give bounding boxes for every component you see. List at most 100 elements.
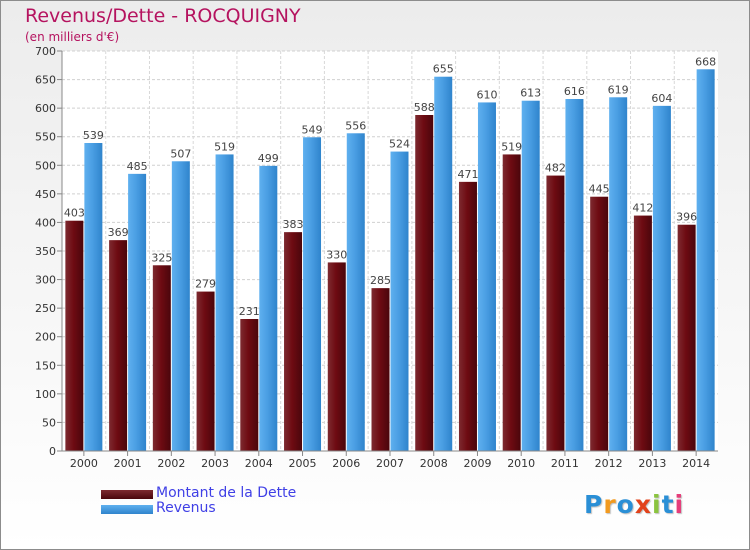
y-tick-label: 400	[35, 216, 56, 229]
value-label: 396	[676, 211, 697, 224]
legend-swatch-revenus	[101, 505, 153, 514]
y-tick-label: 500	[35, 159, 56, 172]
value-label: 507	[170, 147, 191, 160]
bar-dette	[240, 319, 259, 451]
bar-dette	[152, 265, 171, 451]
bar-dette	[196, 291, 215, 451]
legend-label-dette: Montant de la Dette	[156, 485, 297, 501]
x-tick-label: 2012	[595, 457, 623, 470]
bar-revenus	[696, 69, 715, 452]
bar-revenus	[346, 133, 365, 452]
value-label: 285	[370, 274, 391, 287]
bar-dette	[109, 240, 128, 451]
y-tick-label: 200	[35, 331, 56, 344]
bar-dette	[458, 181, 477, 451]
bar-dette	[327, 262, 346, 451]
x-tick-label: 2001	[114, 457, 142, 470]
value-label: 613	[520, 87, 541, 100]
value-label: 499	[258, 152, 279, 165]
x-tick-label: 2003	[201, 457, 229, 470]
logo-letter: P	[584, 490, 604, 519]
bar-revenus	[477, 102, 496, 451]
value-label: 231	[239, 305, 260, 318]
data-labels: 403 539 369 485 325 507 279 519 231 499 383 549 330 5…	[64, 55, 716, 318]
value-label: 279	[195, 278, 216, 291]
y-tick-label: 300	[35, 274, 56, 287]
y-tick-label: 450	[35, 188, 56, 201]
bar-dette	[65, 220, 84, 451]
x-tick-label: 2004	[245, 457, 273, 470]
bar-revenus	[303, 137, 322, 452]
value-label: 519	[501, 140, 522, 153]
bar-revenus	[215, 154, 234, 451]
value-label: 524	[389, 138, 410, 151]
value-label: 619	[608, 83, 629, 96]
logo-letter: i	[652, 490, 662, 519]
y-tick-label: 100	[35, 388, 56, 401]
bar-revenus	[609, 97, 628, 452]
value-label: 369	[108, 226, 129, 239]
value-label: 445	[589, 183, 610, 196]
value-label: 610	[476, 88, 497, 101]
x-tick-label: 2002	[157, 457, 185, 470]
value-label: 325	[151, 251, 172, 264]
bar-revenus	[521, 100, 540, 451]
bar-dette	[633, 215, 652, 451]
bar-dette	[502, 154, 521, 451]
value-label: 383	[283, 218, 304, 231]
y-tick-label: 600	[35, 102, 56, 115]
value-label: 604	[651, 92, 672, 105]
bar-dette	[415, 115, 434, 451]
bar-revenus	[259, 165, 278, 451]
bar-revenus	[84, 143, 103, 451]
value-label: 668	[695, 55, 716, 68]
x-tick-label: 2008	[420, 457, 448, 470]
y-tick-label: 550	[35, 131, 56, 144]
x-tick-label: 2010	[507, 457, 535, 470]
bar-revenus	[171, 161, 190, 452]
value-label: 549	[302, 123, 323, 136]
logo-letter: t	[661, 490, 675, 519]
value-label: 616	[564, 85, 585, 98]
logo-letter: o	[616, 490, 635, 519]
x-tick-label: 2009	[463, 457, 491, 470]
x-tick-label: 2014	[682, 457, 710, 470]
y-tick-label: 50	[42, 416, 56, 429]
y-tick-label: 350	[35, 245, 56, 258]
chart-subtitle: (en milliers d'€)	[25, 30, 120, 44]
value-label: 519	[214, 140, 235, 153]
x-tick-label: 2005	[289, 457, 317, 470]
y-tick-label: 700	[35, 45, 56, 58]
value-label: 482	[545, 162, 566, 175]
legend-label-revenus: Revenus	[156, 500, 216, 516]
x-tick-label: 2006	[332, 457, 360, 470]
logo-letter: r	[603, 490, 617, 519]
bar-dette	[590, 196, 609, 451]
bar-dette	[546, 175, 565, 452]
axes: 0 50 100 150 200 250 300 350 400 450 500 550 600 650 7…	[35, 45, 718, 470]
y-tick-label: 650	[35, 74, 56, 87]
value-label: 412	[632, 202, 653, 215]
bar-dette	[371, 288, 390, 451]
bar-revenus	[565, 99, 584, 451]
value-label: 330	[326, 248, 347, 261]
bar-revenus	[652, 105, 671, 451]
value-label: 655	[433, 63, 454, 76]
bar-revenus	[128, 173, 147, 451]
chart-title: Revenus/Dette - ROCQUIGNY	[25, 5, 301, 27]
bar-dette	[284, 232, 303, 451]
value-label: 588	[414, 101, 435, 114]
bars	[65, 69, 715, 452]
value-label: 539	[83, 129, 104, 142]
bar-revenus	[390, 151, 409, 452]
bar-revenus	[434, 76, 453, 451]
gridlines	[62, 50, 718, 452]
x-tick-label: 2007	[376, 457, 404, 470]
value-label: 471	[457, 168, 478, 181]
x-tick-label: 2000	[70, 457, 98, 470]
y-tick-label: 0	[49, 445, 56, 458]
x-tick-label: 2011	[551, 457, 579, 470]
value-label: 556	[345, 119, 366, 132]
